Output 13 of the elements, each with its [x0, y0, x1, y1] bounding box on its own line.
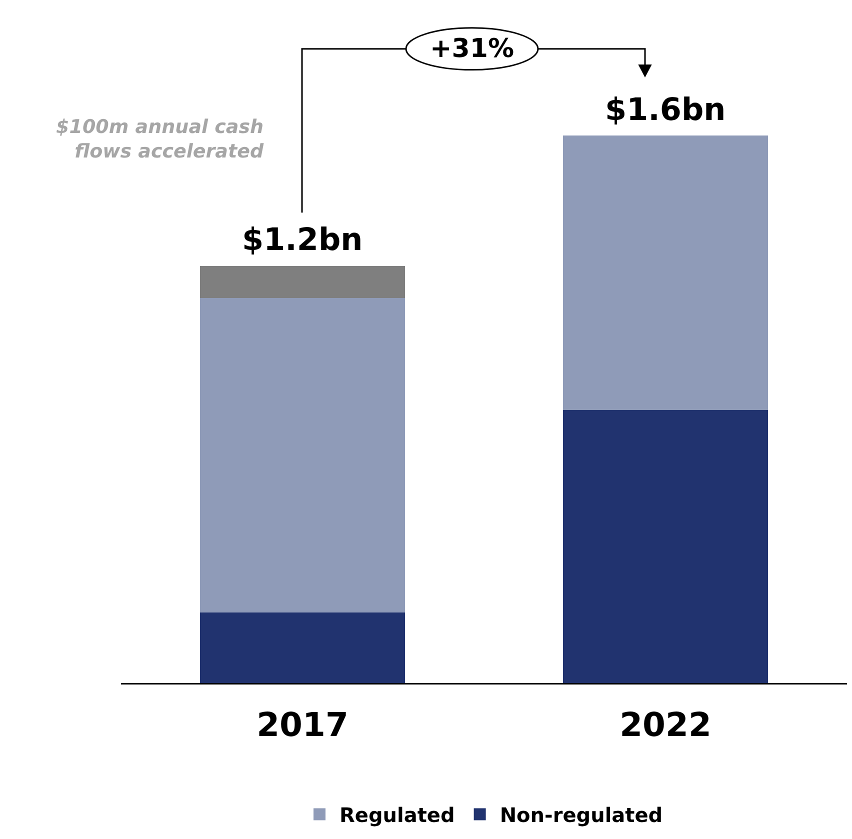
bar [200, 298, 406, 612]
annotation: $100m annual cash flows accelerated [56, 116, 264, 163]
bar [562, 136, 768, 410]
bar [200, 266, 406, 298]
text: +31% [430, 34, 514, 64]
legend-label: Non-regulated [500, 802, 663, 827]
x-tick-label: 2017 [256, 705, 348, 744]
bar [562, 410, 768, 683]
annotation: $1.6bn [605, 92, 726, 128]
legend-label: Regulated [340, 802, 455, 827]
annotation: $1.2bn [242, 222, 363, 258]
x-tick-label: 2022 [620, 705, 712, 744]
bar [200, 612, 406, 683]
